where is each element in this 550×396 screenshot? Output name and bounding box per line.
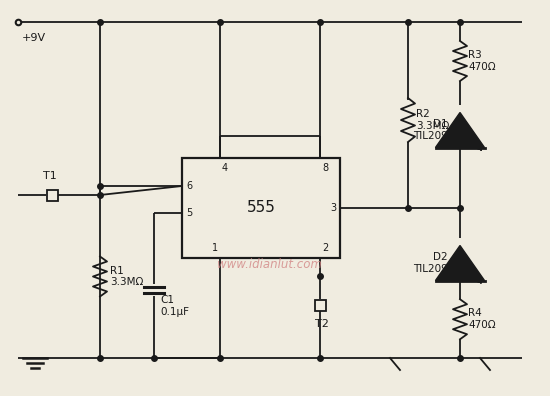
Text: 2: 2 (322, 243, 328, 253)
Text: R4
470Ω: R4 470Ω (468, 308, 496, 330)
Text: 8: 8 (322, 163, 328, 173)
Text: www.idianlut.com: www.idianlut.com (217, 259, 322, 272)
Bar (315, 299, 326, 310)
Text: R1
3.3MΩ: R1 3.3MΩ (110, 266, 144, 287)
Bar (182, 158, 340, 258)
Text: 5: 5 (186, 208, 192, 218)
Polygon shape (436, 112, 485, 147)
Polygon shape (436, 246, 485, 280)
Text: T1: T1 (43, 171, 57, 181)
Text: D2
TIL209: D2 TIL209 (413, 252, 448, 274)
Text: 555: 555 (246, 200, 276, 215)
Text: 3: 3 (330, 203, 336, 213)
Text: T2: T2 (315, 319, 329, 329)
Text: D1
TIL209: D1 TIL209 (413, 119, 448, 141)
Bar (47, 190, 58, 200)
Text: +9V: +9V (22, 33, 46, 43)
Text: 4: 4 (222, 163, 228, 173)
Text: 6: 6 (186, 181, 192, 191)
Text: R3
470Ω: R3 470Ω (468, 50, 496, 72)
Text: R2
3.3MΩ: R2 3.3MΩ (416, 109, 449, 131)
Text: C1
0.1μF: C1 0.1μF (160, 295, 189, 316)
Text: 1: 1 (212, 243, 218, 253)
